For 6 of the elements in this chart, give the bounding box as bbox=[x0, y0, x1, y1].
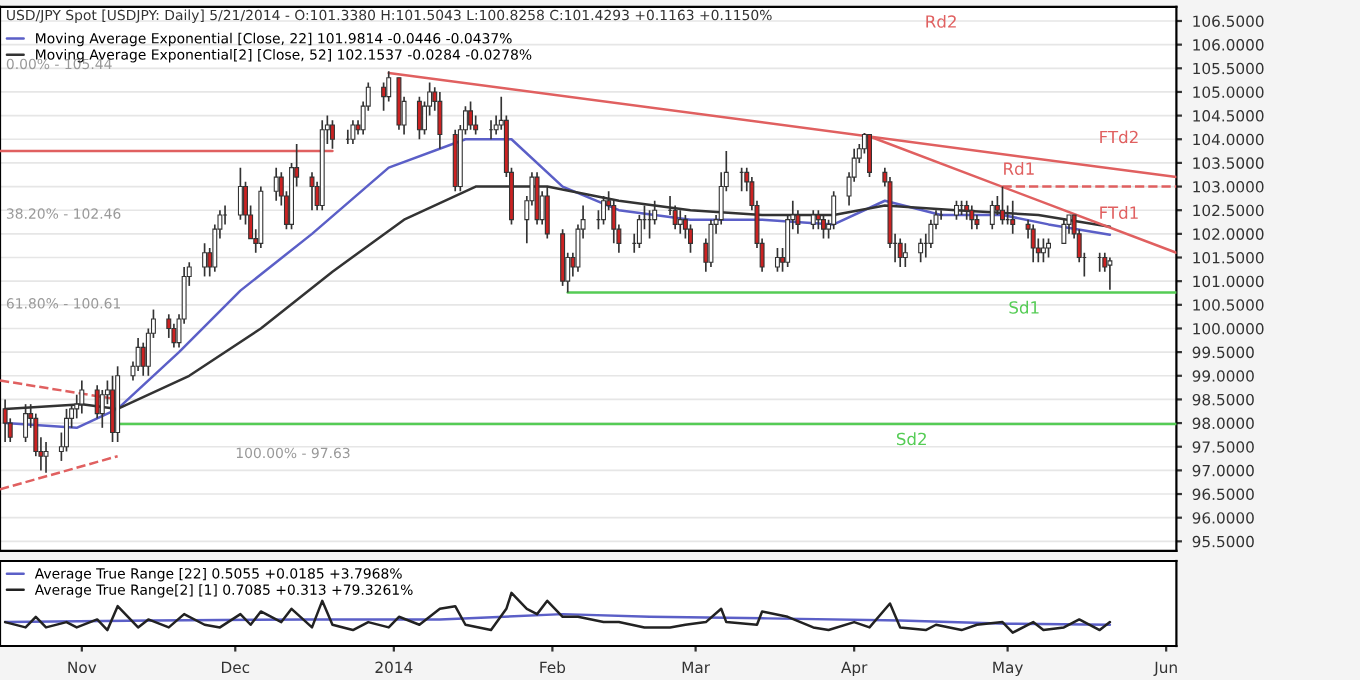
series-label: FTd1 bbox=[1100, 206, 1138, 219]
series-label: Sd1 bbox=[1009, 300, 1039, 314]
series-label: Rd1 bbox=[1004, 162, 1034, 175]
series-label: Sd2 bbox=[896, 432, 926, 446]
series-label: FTd2 bbox=[1100, 130, 1138, 144]
annotation: Rd2 bbox=[926, 14, 956, 28]
